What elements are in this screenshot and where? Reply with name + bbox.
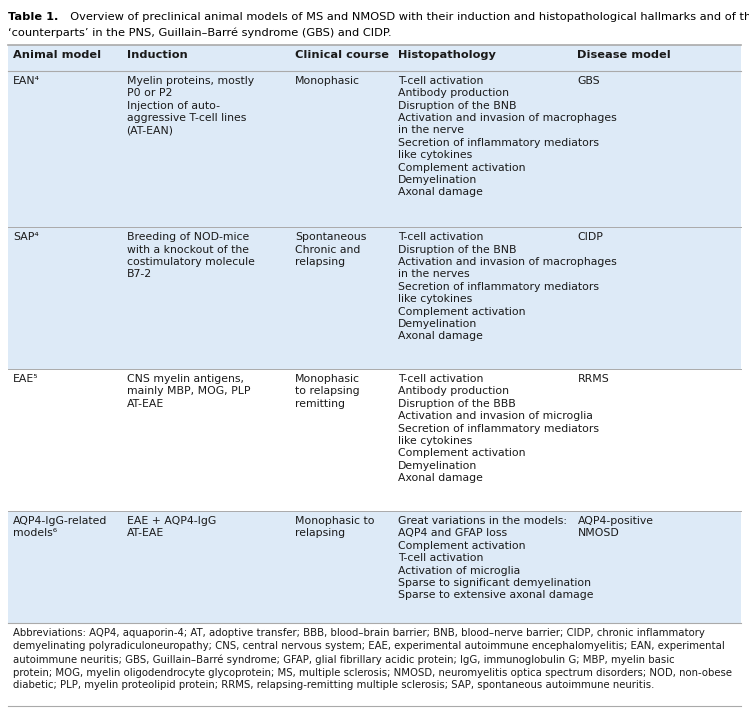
Text: RRMS: RRMS bbox=[577, 374, 609, 384]
Text: GBS: GBS bbox=[577, 76, 600, 86]
Bar bbox=[8, 511, 741, 623]
Text: Histopathology: Histopathology bbox=[398, 50, 496, 60]
Text: Breeding of NOD-mice
with a knockout of the
costimulatory molecule
B7-2: Breeding of NOD-mice with a knockout of … bbox=[127, 232, 255, 279]
Text: T-cell activation
Antibody production
Disruption of the BNB
Activation and invas: T-cell activation Antibody production Di… bbox=[398, 76, 616, 197]
Text: Animal model: Animal model bbox=[13, 50, 101, 60]
Bar bbox=[8, 71, 741, 227]
Text: Induction: Induction bbox=[127, 50, 187, 60]
Text: Myelin proteins, mostly
P0 or P2
Injection of auto-
aggressive T-cell lines
(AT-: Myelin proteins, mostly P0 or P2 Injecti… bbox=[127, 76, 254, 136]
Text: EAE + AQP4-IgG
AT-EAE: EAE + AQP4-IgG AT-EAE bbox=[127, 516, 216, 538]
Bar bbox=[8, 227, 741, 369]
Text: AQP4-positive
NMOSD: AQP4-positive NMOSD bbox=[577, 516, 653, 538]
Text: Monophasic to
relapsing: Monophasic to relapsing bbox=[295, 516, 374, 538]
Text: EAN⁴: EAN⁴ bbox=[13, 76, 40, 86]
Text: T-cell activation
Disruption of the BNB
Activation and invasion of macrophages
i: T-cell activation Disruption of the BNB … bbox=[398, 232, 616, 341]
Text: T-cell activation
Antibody production
Disruption of the BBB
Activation and invas: T-cell activation Antibody production Di… bbox=[398, 374, 598, 483]
Text: Spontaneous
Chronic and
relapsing: Spontaneous Chronic and relapsing bbox=[295, 232, 366, 267]
Text: SAP⁴: SAP⁴ bbox=[13, 232, 39, 242]
Text: Table 1.: Table 1. bbox=[8, 12, 58, 22]
Text: CNS myelin antigens,
mainly MBP, MOG, PLP
AT-EAE: CNS myelin antigens, mainly MBP, MOG, PL… bbox=[127, 374, 250, 409]
Bar bbox=[8, 623, 741, 706]
Text: Great variations in the models:
AQP4 and GFAP loss
Complement activation
T-cell : Great variations in the models: AQP4 and… bbox=[398, 516, 593, 600]
Text: ‘counterparts’ in the PNS, Guillain–Barré syndrome (GBS) and CIDP.: ‘counterparts’ in the PNS, Guillain–Barr… bbox=[8, 27, 392, 38]
Text: Clinical course: Clinical course bbox=[295, 50, 389, 60]
Bar bbox=[8, 45, 741, 71]
Text: EAE⁵: EAE⁵ bbox=[13, 374, 38, 384]
Text: Monophasic: Monophasic bbox=[295, 76, 360, 86]
Bar bbox=[8, 369, 741, 511]
Text: CIDP: CIDP bbox=[577, 232, 603, 242]
Text: Monophasic
to relapsing
remitting: Monophasic to relapsing remitting bbox=[295, 374, 360, 409]
Text: Overview of preclinical animal models of MS and NMOSD with their induction and h: Overview of preclinical animal models of… bbox=[63, 12, 749, 22]
Text: Abbreviations: AQP4, aquaporin-4; AT, adoptive transfer; BBB, blood–brain barrie: Abbreviations: AQP4, aquaporin-4; AT, ad… bbox=[13, 628, 732, 690]
Text: Disease model: Disease model bbox=[577, 50, 671, 60]
Text: AQP4-IgG-related
models⁶: AQP4-IgG-related models⁶ bbox=[13, 516, 107, 538]
